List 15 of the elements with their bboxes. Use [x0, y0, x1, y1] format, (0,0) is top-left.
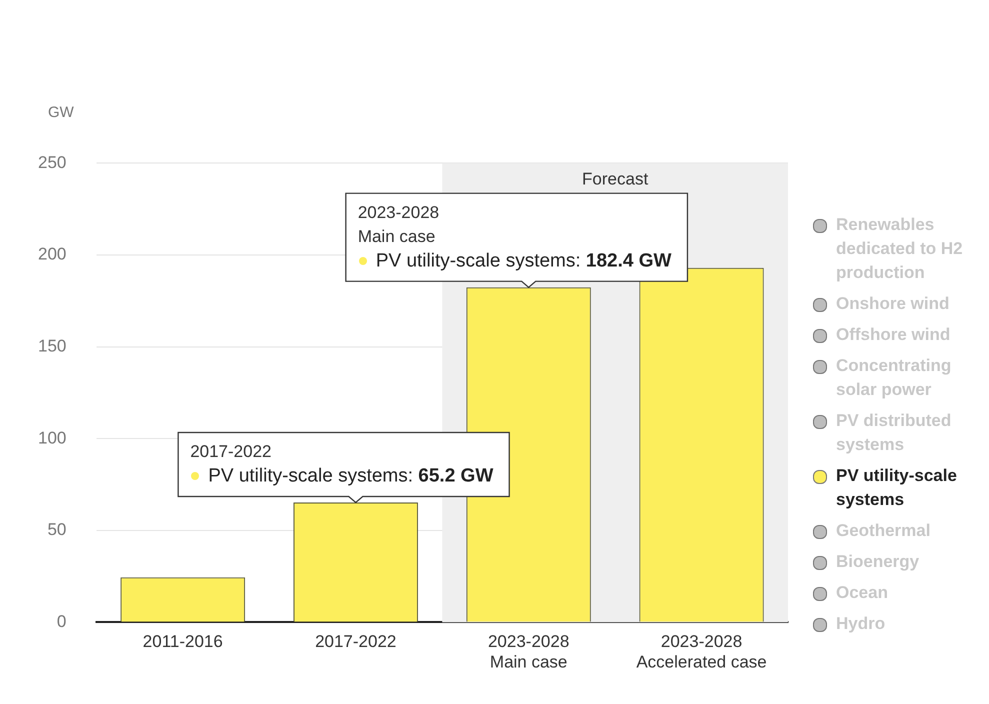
band-label: Forecast [582, 169, 648, 188]
y-tick-label: 200 [38, 244, 66, 264]
y-tick-label: 50 [47, 520, 66, 540]
x-tick-label: 2023-2028 Main case [488, 632, 570, 672]
y-axis-title: GW [48, 104, 74, 121]
legend-label: PV utility-scale systems [836, 465, 958, 511]
y-tick-label: 150 [38, 336, 66, 356]
x-tick-label: 2011-2016 [142, 632, 223, 652]
annotation: 2023-2028 Main case PV utility-scale systems: 182.4 GW [358, 203, 672, 272]
x-tick-label: 2017-2022 [315, 632, 396, 652]
annotation: 2017-2022 PV utility-scale systems: 65.2 GW [190, 442, 494, 487]
x-tick-label: 2023-2028 Accelerated case [636, 632, 767, 672]
y-tick-label: 100 [38, 428, 66, 448]
y-tick-label: 250 [38, 152, 66, 172]
y-tick-label: 0 [56, 612, 66, 631]
